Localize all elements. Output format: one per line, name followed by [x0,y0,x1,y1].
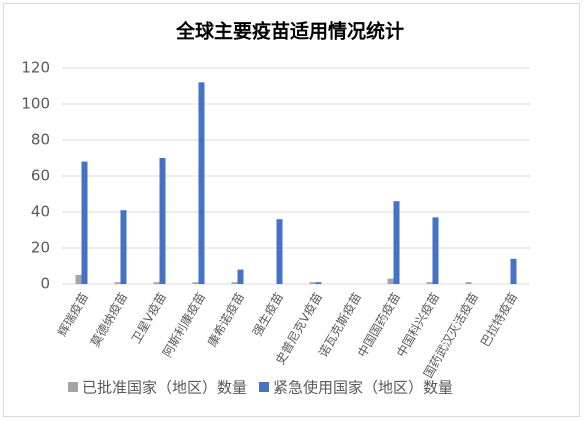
bar [81,161,88,284]
y-tick-label: 100 [21,95,50,113]
bar [432,217,439,284]
bar [153,282,160,284]
legend-swatch [68,382,78,392]
legend-swatch [259,382,270,392]
bar [276,219,283,284]
bar [231,282,238,284]
y-tick-label: 40 [31,203,50,221]
bar [198,82,205,285]
y-tick-label: 20 [31,239,50,257]
bar [393,201,400,284]
bar [75,275,82,284]
y-tick-label: 0 [40,275,50,293]
bar [387,278,394,284]
chart-title: 全球主要疫苗适用情况统计 [175,20,404,43]
bar [237,269,244,284]
bar [309,282,316,284]
chart-border [3,3,580,417]
bar [510,258,517,284]
y-tick-label: 60 [31,167,50,185]
y-tick-label: 80 [31,131,50,149]
bar [315,282,322,284]
legend-label: 紧急使用国家（地区）数量 [273,379,453,397]
legend-label: 已批准国家（地区）数量 [82,379,247,397]
bar [426,282,433,284]
y-tick-label: 120 [21,59,50,77]
bar [192,282,199,284]
bar [120,210,127,284]
bar [465,282,472,284]
bar [114,282,121,284]
bar [159,158,166,284]
